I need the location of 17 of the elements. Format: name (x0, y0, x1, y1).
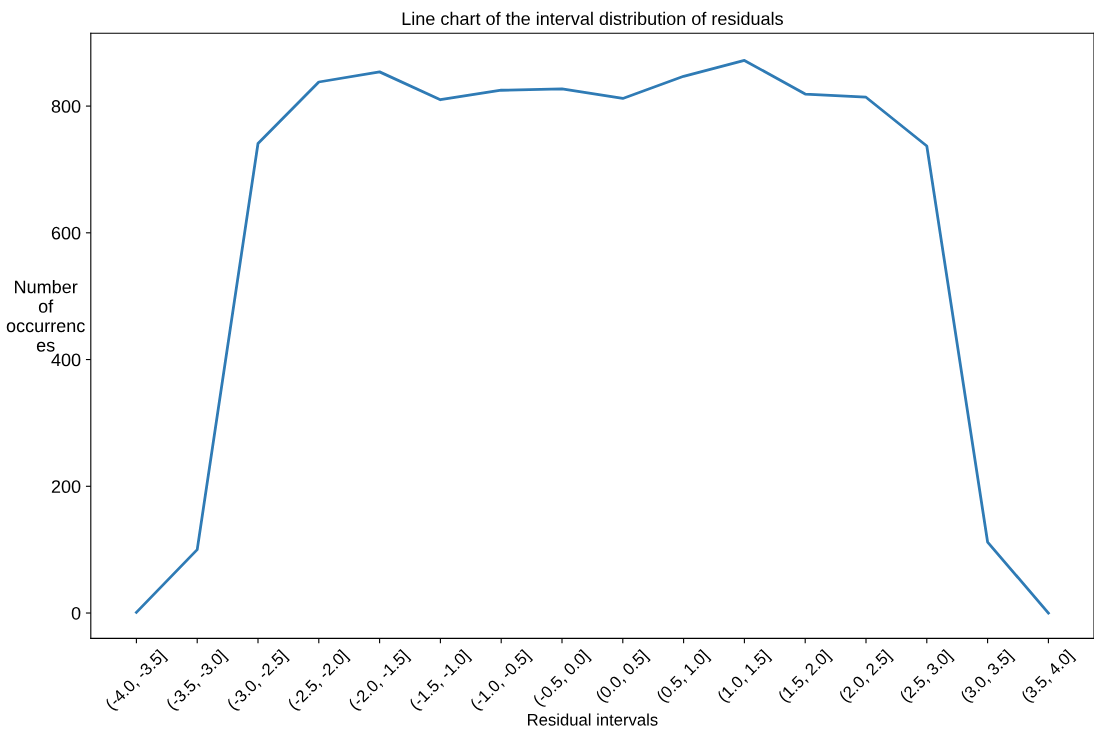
chart-title: Line chart of the interval distribution of residuals (402, 11, 783, 26)
x-tick-label: (3.0, 3.5] (959, 648, 1016, 705)
x-tick-label: (2.5, 3.0] (898, 648, 955, 705)
y-tick-label: 400 (51, 353, 81, 367)
x-tick-label: (0.5, 1.0] (655, 648, 712, 705)
y-tick-label: 800 (51, 100, 81, 113)
y-tick-label: 0 (71, 606, 81, 620)
x-tick-label: (0.0, 0.5] (594, 648, 651, 705)
x-tick-label: (3.5, 4.0] (1020, 648, 1077, 705)
x-axis-title: Residual intervals (528, 713, 658, 726)
x-tick-label: (1.5, 2.0] (777, 648, 834, 705)
y-tick-label: 600 (51, 226, 81, 240)
x-tick-label: (2.0, 2.5] (837, 648, 894, 705)
line-series (135, 59, 1050, 615)
x-tick-label: (1.0, 1.5] (716, 648, 773, 705)
y-tick-label: 200 (51, 480, 81, 494)
y-axis-title: Number of occurrenc es (6, 280, 85, 352)
